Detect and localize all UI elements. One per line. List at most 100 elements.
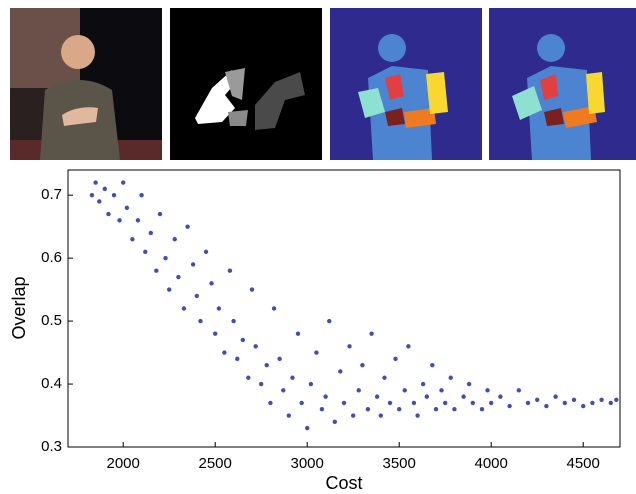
point	[268, 401, 272, 405]
point	[471, 401, 475, 405]
point	[112, 193, 116, 197]
point	[185, 224, 189, 228]
point	[357, 388, 361, 392]
point	[204, 250, 208, 254]
y-tick-label: 0.6	[41, 249, 62, 266]
point	[369, 331, 373, 335]
point	[320, 407, 324, 411]
y-tick-label: 0.3	[41, 438, 62, 455]
point	[163, 256, 167, 260]
point	[149, 231, 153, 235]
point	[443, 401, 447, 405]
point	[154, 269, 158, 273]
y-tick-label: 0.5	[41, 312, 62, 329]
x-tick-label: 3500	[383, 455, 416, 472]
y-tick-label: 0.4	[41, 375, 62, 392]
point	[198, 319, 202, 323]
parts-panel-1	[330, 8, 482, 160]
point	[290, 376, 294, 380]
point	[342, 401, 346, 405]
point	[125, 206, 129, 210]
point	[241, 338, 245, 342]
point	[563, 401, 567, 405]
point	[544, 404, 548, 408]
point	[382, 376, 386, 380]
point	[338, 369, 342, 373]
point	[222, 350, 226, 354]
point	[415, 413, 419, 417]
point	[366, 407, 370, 411]
parts-panel-2	[489, 8, 636, 160]
point	[265, 363, 269, 367]
point	[507, 404, 511, 408]
point	[299, 401, 303, 405]
point	[213, 331, 217, 335]
x-tick-label: 2000	[107, 455, 140, 472]
figure: 2000250030003500400045000.30.40.50.60.7 …	[0, 0, 636, 494]
point	[217, 306, 221, 310]
x-axis-label: Cost	[325, 473, 362, 493]
point	[327, 319, 331, 323]
plot-frame	[68, 170, 620, 447]
point	[351, 413, 355, 417]
point	[246, 376, 250, 380]
point	[209, 281, 213, 285]
point	[296, 331, 300, 335]
point	[572, 398, 576, 402]
point	[314, 350, 318, 354]
point	[388, 401, 392, 405]
point	[489, 401, 493, 405]
photo-panel	[10, 8, 162, 160]
point	[406, 344, 410, 348]
point	[526, 401, 530, 405]
point	[581, 404, 585, 408]
point	[375, 394, 379, 398]
point	[467, 382, 471, 386]
x-tick-label: 3000	[291, 455, 324, 472]
point	[449, 376, 453, 380]
point	[452, 407, 456, 411]
point	[498, 394, 502, 398]
point	[130, 237, 134, 241]
point	[277, 357, 281, 361]
point	[253, 344, 257, 348]
point	[93, 180, 97, 184]
point	[485, 388, 489, 392]
point	[309, 382, 313, 386]
y-axis-label: Overlap	[9, 276, 29, 339]
point	[235, 357, 239, 361]
point	[480, 407, 484, 411]
point	[136, 218, 140, 222]
x-tick-label: 2500	[199, 455, 232, 472]
point	[173, 237, 177, 241]
x-tick-label: 4500	[567, 455, 600, 472]
point	[425, 394, 429, 398]
point	[191, 262, 195, 266]
point	[143, 250, 147, 254]
point	[182, 306, 186, 310]
point	[517, 388, 521, 392]
mask-panel	[170, 8, 322, 160]
point	[103, 187, 107, 191]
point	[287, 413, 291, 417]
point	[393, 357, 397, 361]
point	[259, 382, 263, 386]
point	[535, 398, 539, 402]
point	[97, 199, 101, 203]
x-tick-label: 4000	[475, 455, 508, 472]
point	[379, 413, 383, 417]
scatter-plot: 2000 2500 3000 3500 4000 4500 0.3 0.4 0.5 0.6 0.7	[41, 180, 618, 472]
y-tick-label: 0.7	[41, 186, 62, 203]
point	[139, 193, 143, 197]
point	[231, 319, 235, 323]
point	[106, 212, 110, 216]
point	[323, 394, 327, 398]
point	[599, 398, 603, 402]
point	[158, 212, 162, 216]
point	[590, 401, 594, 405]
point	[121, 180, 125, 184]
point	[421, 382, 425, 386]
point	[333, 420, 337, 424]
point	[167, 287, 171, 291]
point	[360, 363, 364, 367]
